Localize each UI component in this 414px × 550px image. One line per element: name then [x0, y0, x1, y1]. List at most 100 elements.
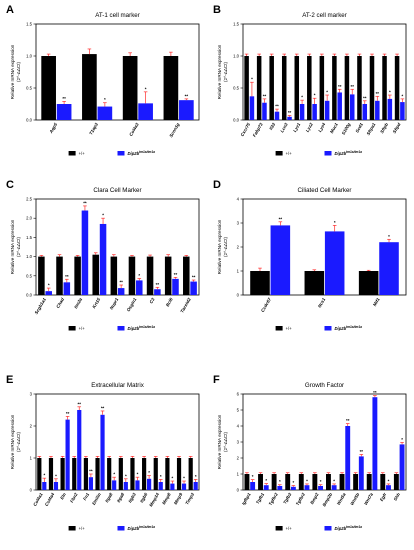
bar-control — [146, 256, 154, 295]
significance-label: * — [48, 283, 50, 288]
legend-label-control: +/+ — [286, 526, 293, 531]
legend-label-control: +/+ — [79, 326, 86, 331]
legend-label-mutant: Dip2btm1a/tm1a — [335, 325, 363, 331]
plot-frame — [35, 198, 200, 296]
category-label: Bmp2 — [309, 492, 320, 506]
significance-label: ** — [192, 275, 196, 280]
bar-control — [366, 474, 372, 490]
significance-label: ** — [83, 200, 87, 205]
y-axis-sublabel: (2^-ΔΔCt) — [223, 62, 228, 83]
plot-frame — [35, 393, 200, 491]
category-label: Timp3 — [184, 492, 195, 506]
significance-label: ** — [78, 401, 82, 406]
y-tick-label: 2 — [30, 424, 33, 429]
significance-label: * — [401, 437, 403, 442]
category-label: Emilin — [91, 492, 102, 506]
y-tick-label: 0.0 — [233, 118, 239, 123]
bar-control — [48, 458, 54, 490]
significance-label: ** — [360, 449, 364, 454]
category-label: Lyz4 — [317, 122, 326, 133]
bar-mutant — [337, 92, 342, 120]
bar-mutant — [362, 104, 368, 120]
bar-control — [244, 56, 249, 120]
panel-letter: B — [213, 4, 221, 16]
bar-mutant — [158, 482, 163, 490]
significance-label: * — [102, 213, 104, 218]
significance-label: * — [333, 478, 335, 483]
category-label: Ccdc67 — [260, 297, 272, 314]
bar-control — [298, 474, 304, 490]
bar-mutant — [372, 397, 378, 490]
bar-control — [285, 474, 291, 490]
y-tick-label: 1.0 — [26, 54, 32, 59]
bar-mutant — [123, 482, 128, 490]
bar-control — [163, 56, 179, 120]
bar-control — [353, 474, 359, 490]
y-tick-label: 0.5 — [26, 86, 32, 91]
significance-label: ** — [279, 216, 283, 221]
bar-control — [37, 458, 42, 490]
y-tick-label: 1 — [30, 456, 33, 461]
bar-mutant — [42, 482, 47, 490]
significance-label: ** — [65, 274, 69, 279]
category-label: Chad — [55, 297, 65, 309]
y-tick-label: 1.5 — [26, 235, 32, 240]
bar-control — [164, 256, 172, 295]
legend-superscript: tm1a/tm1a — [346, 525, 362, 529]
bar-mutant — [250, 482, 256, 490]
bar-control — [118, 458, 123, 490]
bar-control — [107, 458, 112, 490]
legend-swatch-mutant — [324, 526, 332, 531]
y-tick-label: 2 — [237, 456, 240, 461]
bar-mutant — [386, 485, 391, 490]
legend-swatch-control — [68, 151, 76, 156]
significance-label: * — [195, 474, 197, 479]
y-tick-label: 6 — [237, 392, 240, 397]
category-label: Col4a4 — [44, 492, 56, 507]
category-label: Wnt5b — [349, 492, 360, 506]
significance-label: * — [252, 474, 254, 479]
bar-control — [271, 474, 277, 490]
y-tick-label: 2.0 — [26, 216, 32, 221]
significance-label: ** — [66, 411, 70, 416]
significance-label: * — [125, 473, 127, 478]
bar-control — [130, 458, 135, 490]
bar-control — [281, 56, 287, 120]
significance-label: ** — [338, 84, 342, 89]
bar-mutant — [97, 106, 113, 120]
significance-label: ** — [376, 91, 380, 96]
panel-letter: D — [213, 179, 221, 191]
bar-mutant — [304, 485, 310, 490]
panel-f: F Growth Factor 0 1 2 3 4 5 6 Relative mRNA expre… — [213, 374, 407, 531]
category-label: Itgb6 — [139, 492, 149, 504]
legend-swatch-mutant — [117, 526, 125, 531]
significance-label: * — [306, 478, 308, 483]
significance-label: * — [279, 479, 281, 484]
bar-mutant — [358, 456, 364, 490]
panel-title: Growth Factor — [305, 382, 344, 389]
bar-control — [83, 458, 88, 490]
y-tick-label: 3 — [30, 392, 33, 397]
bar-control — [72, 458, 77, 490]
category-label: Nupr1 — [109, 297, 120, 311]
bar-mutant — [65, 419, 70, 490]
y-tick-label: 3 — [237, 440, 240, 445]
bar-control — [326, 474, 331, 490]
bar-mutant — [135, 480, 140, 490]
bar-control — [128, 256, 136, 295]
bar-mutant — [345, 426, 351, 490]
significance-label: * — [334, 220, 336, 225]
significance-label: * — [314, 93, 316, 98]
bar-mutant — [190, 281, 197, 295]
category-label: Scnn1g — [168, 122, 180, 139]
legend-label-control: +/+ — [286, 326, 293, 331]
category-label: Wnt7a — [363, 492, 374, 506]
y-tick-label: 0 — [237, 293, 240, 298]
bar-mutant — [387, 98, 393, 120]
significance-label: * — [160, 474, 162, 479]
y-tick-label: 0 — [30, 488, 33, 493]
bar-mutant — [312, 104, 317, 120]
y-axis-label: Relative mRNA expression — [217, 219, 222, 274]
bar-mutant — [331, 485, 337, 490]
bar-control — [74, 256, 81, 295]
